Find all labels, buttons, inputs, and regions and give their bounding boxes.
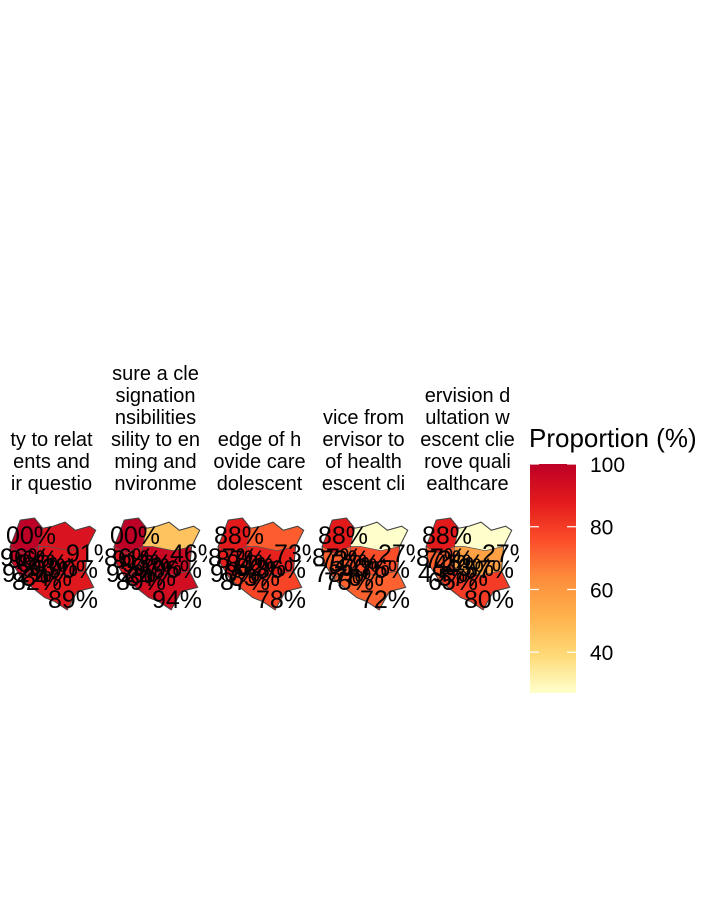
region-value-label: 96%: [8, 546, 58, 574]
region-value-label: 46%: [170, 540, 220, 568]
region-value-label: 45%: [434, 550, 484, 578]
region-value-label: 96%: [152, 556, 202, 584]
region-value-label: 86%: [256, 556, 306, 584]
region-value-label: 88%: [422, 522, 472, 550]
panel-title-line: edge of h: [218, 429, 301, 451]
panel-title-line: ealthcare: [426, 473, 508, 495]
region-value-label: 91%: [66, 540, 116, 568]
panel-title-line: vice from: [323, 407, 404, 429]
region-value-label: 92%: [106, 560, 156, 588]
legend-title: Proportion (%): [529, 423, 697, 453]
region-value-label: 87%: [208, 544, 258, 572]
kenya-map: [9, 517, 97, 611]
panel-title-line: rove quali: [424, 451, 511, 473]
region-value-label: 43%: [444, 554, 494, 582]
color-legend: Proportion (%)100 80 60 40: [529, 423, 697, 693]
panel-title-line: nsibilities: [115, 407, 196, 429]
region-value-label: 27%: [482, 540, 532, 568]
region-value-label: 72%: [320, 546, 370, 574]
region-value-label: 84%: [126, 564, 176, 592]
region-value-label: 78%: [256, 586, 306, 614]
region-value-label: 86%: [104, 544, 154, 572]
region-value-label: 84%: [22, 564, 72, 592]
region-value-label: 00%: [6, 522, 56, 550]
panel-title-line: ty to relat: [10, 429, 93, 451]
kenya-map: [113, 517, 201, 611]
region-value-label: 49%: [418, 560, 468, 588]
region-value-label: 57%: [464, 556, 514, 584]
legend-tick-label: 40: [590, 642, 613, 665]
region-value-label: 75%: [324, 568, 374, 596]
panel-title-line: sure a cle: [112, 363, 199, 385]
region-value-label: 88%: [214, 522, 264, 550]
region-value-label: 94%: [152, 586, 202, 614]
region-value-label: 83%: [230, 564, 280, 592]
region-value-label: 78%: [314, 560, 364, 588]
region-value-label: 76%: [360, 556, 410, 584]
region-value-label: 90%: [48, 556, 98, 584]
region-value-label: 50%: [340, 554, 390, 582]
region-value-label: 82%: [236, 554, 286, 582]
panel-title-line: sility to en: [111, 429, 200, 451]
region-value-label: 90%: [210, 560, 260, 588]
region-value-label: 27%: [378, 540, 428, 568]
legend-colorbar: [530, 464, 576, 693]
region-value-label: 72%: [360, 586, 410, 614]
region-value-label: 88%: [318, 522, 368, 550]
region-value-label: 00%: [110, 522, 160, 550]
region-value-label: 87%: [312, 544, 362, 572]
region-value-label: 92%: [2, 560, 52, 588]
panel-title-line: ultation w: [425, 407, 510, 429]
panel-title-line: ervisor to: [322, 429, 404, 451]
region-value-label: 87%: [216, 546, 266, 574]
region-value-label: 76%: [334, 564, 384, 592]
region-value-label: 87%: [220, 568, 270, 596]
panel-title-line: ervision d: [425, 385, 511, 407]
region-value-label: 72%: [424, 546, 474, 574]
legend-tick-label: 80: [590, 517, 613, 540]
region-value-label: 89%: [116, 568, 166, 596]
legend-tick-label: 60: [590, 579, 613, 602]
panel-title-line: signation: [115, 385, 195, 407]
kenya-map: [321, 517, 409, 611]
region-value-label: 93%: [28, 554, 78, 582]
region-value-label: 96%: [0, 544, 50, 572]
region-value-label: 65%: [428, 568, 478, 596]
panel-title-line: ir questio: [11, 473, 92, 495]
region-value-label: 87%: [416, 544, 466, 572]
kenya-map: [217, 517, 305, 611]
region-value-label: 91%: [112, 546, 162, 574]
region-value-label: 89%: [48, 586, 98, 614]
panel-title-line: escent clie: [420, 429, 515, 451]
panel-title-line: ents and: [13, 451, 90, 473]
panel-title-line: ovide care: [213, 451, 305, 473]
panel-title-line: nvironme: [114, 473, 196, 495]
region-value-label: 57%: [330, 550, 380, 578]
region-value-label: 82%: [12, 568, 62, 596]
region-value-label: 80%: [464, 586, 514, 614]
legend-tick-label: 100: [590, 454, 625, 477]
region-value-label: 57%: [438, 564, 488, 592]
panel-title-line: escent cli: [322, 473, 405, 495]
panel-title-line: ming and: [114, 451, 196, 473]
region-value-label: 97%: [132, 554, 182, 582]
panel-title-line: of health: [325, 451, 402, 473]
region-value-label: 86%: [18, 550, 68, 578]
region-value-label: 93%: [122, 550, 172, 578]
region-value-label: 73%: [274, 540, 324, 568]
region-value-label: 84%: [226, 550, 276, 578]
panel-title-line: dolescent: [217, 473, 303, 495]
kenya-map: [425, 517, 513, 611]
